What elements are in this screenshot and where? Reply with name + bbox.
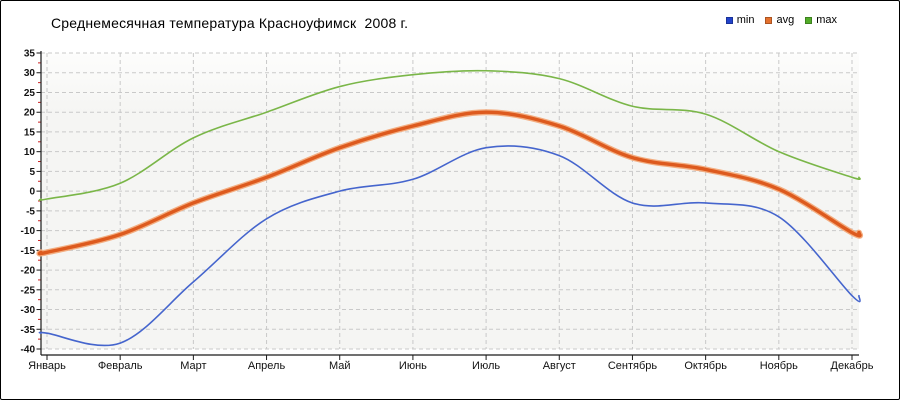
x-axis-tick-label: Июнь — [399, 360, 427, 372]
y-axis-tick-label: -25 — [21, 285, 36, 296]
x-axis-tick-label: Март — [180, 360, 206, 372]
x-axis-tick-label: Февраль — [98, 360, 143, 372]
chart-title: Среднемесячная температура Красноуфимск … — [51, 15, 409, 31]
legend-item-min: min — [725, 14, 755, 26]
y-axis-tick-label: 35 — [24, 49, 36, 60]
legend-swatch-max — [805, 16, 813, 24]
x-axis-tick-label: Апрель — [248, 360, 286, 372]
x-axis-tick-label: Декабрь — [831, 360, 874, 372]
legend-swatch-avg — [765, 16, 773, 24]
y-axis-tick-label: -10 — [21, 226, 36, 237]
y-axis-tick-label: 10 — [24, 147, 36, 158]
x-axis-tick-label: Май — [329, 360, 351, 372]
legend-item-max: max — [805, 14, 837, 26]
legend-label-avg: avg — [776, 14, 795, 26]
series-line-max — [38, 69, 861, 201]
y-axis-tick-label: -15 — [21, 246, 36, 257]
y-axis-tick-label: 20 — [24, 108, 36, 119]
y-axis-tick-label: 0 — [29, 187, 35, 198]
y-axis-tick-label: 5 — [29, 167, 35, 178]
x-axis-tick-label: Январь — [28, 360, 66, 372]
legend-label-min: min — [736, 14, 755, 26]
x-axis-tick-label: Ноябрь — [760, 360, 798, 372]
x-axis-tick-label: Июль — [472, 360, 500, 372]
legend-item-avg: avg — [765, 14, 794, 26]
y-axis-tick-label: -20 — [21, 266, 36, 277]
legend-label-max: max — [816, 14, 837, 26]
y-axis-tick-label: -40 — [21, 345, 36, 356]
series-line-avg — [37, 110, 862, 256]
plot-area — [41, 53, 859, 349]
series-line-min — [38, 145, 861, 347]
x-axis-tick-label: Сентябрь — [608, 360, 658, 372]
y-axis-tick-label: -35 — [21, 325, 36, 336]
y-axis-tick-label: -5 — [26, 206, 35, 217]
y-axis-tick-label: 25 — [24, 88, 36, 99]
y-axis-tick-label: 15 — [24, 127, 36, 138]
x-axis-tick-label: Август — [543, 360, 576, 372]
y-axis-tick-label: -30 — [21, 305, 36, 316]
chart-legend: min avg max — [725, 14, 837, 26]
x-axis-tick-label: Октябрь — [684, 360, 727, 372]
legend-swatch-min — [725, 16, 733, 24]
y-axis-tick-label: 30 — [24, 68, 36, 79]
